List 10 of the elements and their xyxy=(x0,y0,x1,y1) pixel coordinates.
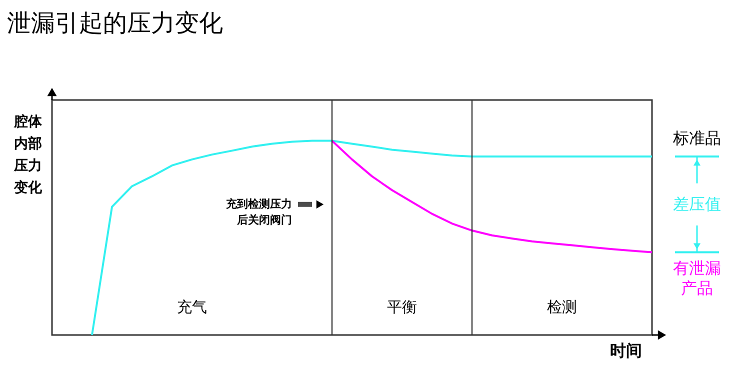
chart-title: 泄漏引起的压力变化 xyxy=(7,9,223,37)
annotation: 平衡 xyxy=(387,298,417,316)
annotation: 检测 xyxy=(547,298,577,316)
annotation: 充到检测压力后关闭阀门 xyxy=(225,197,292,226)
text: 有泄漏产品 xyxy=(673,258,721,298)
text: 标准品 xyxy=(672,128,721,148)
x-axis-title: 时间 xyxy=(610,341,642,360)
annotation: 充气 xyxy=(177,298,207,316)
y-axis-title: 腔体内部压力变化 xyxy=(13,113,43,196)
text: 差压值 xyxy=(673,194,721,214)
